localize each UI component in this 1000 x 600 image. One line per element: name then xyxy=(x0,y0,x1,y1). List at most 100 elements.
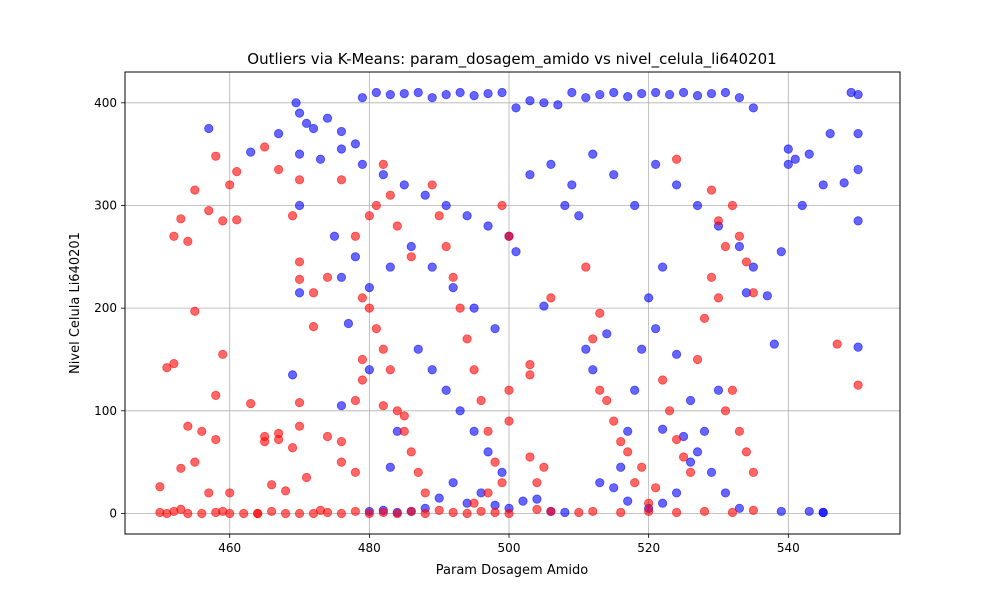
data-point-normal xyxy=(853,129,863,139)
data-point-outlier xyxy=(602,395,612,406)
data-point-normal xyxy=(539,98,549,108)
data-point-outlier xyxy=(748,505,758,515)
data-point-normal xyxy=(609,483,619,493)
data-point-normal xyxy=(588,365,598,375)
data-point-normal xyxy=(818,180,828,190)
data-point-outlier xyxy=(392,221,402,231)
data-point-outlier xyxy=(190,185,200,195)
data-point-normal xyxy=(560,200,570,211)
data-point-normal xyxy=(769,339,779,349)
data-point-outlier xyxy=(364,508,374,519)
data-point-outlier xyxy=(748,467,758,477)
data-point-outlier xyxy=(267,506,277,517)
data-point-outlier xyxy=(420,508,430,519)
data-point-outlier xyxy=(239,508,249,519)
data-point-normal xyxy=(581,344,591,354)
data-point-normal xyxy=(630,200,640,211)
data-point-outlier xyxy=(699,313,710,323)
data-point-outlier xyxy=(287,443,298,453)
data-point-normal xyxy=(818,507,828,518)
data-point-outlier xyxy=(623,447,633,457)
data-point-normal xyxy=(699,426,710,436)
x-axis-label: Param Dosagem Amido xyxy=(436,563,588,578)
data-point-outlier xyxy=(392,508,402,519)
data-point-normal xyxy=(343,318,354,329)
data-point-outlier xyxy=(588,506,598,517)
data-point-outlier xyxy=(211,434,221,445)
data-point-outlier xyxy=(434,505,444,515)
data-point-outlier xyxy=(664,406,675,416)
data-point-outlier xyxy=(448,272,458,282)
data-point-outlier xyxy=(399,411,409,421)
data-point-outlier xyxy=(678,452,689,462)
data-point-normal xyxy=(329,231,340,241)
data-point-outlier xyxy=(315,505,326,515)
data-point-outlier xyxy=(308,322,319,332)
data-point-outlier xyxy=(169,358,179,369)
data-point-outlier xyxy=(197,426,207,436)
data-point-outlier xyxy=(385,365,395,375)
data-point-normal xyxy=(658,424,668,434)
data-point-outlier xyxy=(378,159,388,169)
data-point-outlier xyxy=(378,507,388,518)
data-point-outlier xyxy=(183,421,193,431)
data-point-normal xyxy=(336,126,347,137)
data-point-normal xyxy=(671,488,682,498)
data-point-normal xyxy=(678,87,689,98)
data-point-normal xyxy=(469,426,479,436)
data-point-normal xyxy=(783,144,793,154)
data-point-normal xyxy=(797,200,807,211)
data-point-normal xyxy=(378,170,388,180)
data-point-outlier xyxy=(832,339,842,349)
data-point-outlier xyxy=(532,478,542,488)
data-point-normal xyxy=(706,88,717,99)
data-point-normal xyxy=(462,211,472,221)
data-point-outlier xyxy=(371,324,381,334)
data-point-outlier xyxy=(301,472,312,483)
data-point-normal xyxy=(720,488,731,498)
data-point-outlier xyxy=(364,303,374,313)
data-point-outlier xyxy=(385,190,395,200)
data-point-outlier xyxy=(294,274,305,284)
data-point-outlier xyxy=(336,508,347,519)
data-point-normal xyxy=(427,93,437,103)
data-point-outlier xyxy=(406,252,416,262)
data-point-normal xyxy=(546,159,556,169)
data-point-normal xyxy=(776,506,786,517)
data-point-normal xyxy=(825,129,835,139)
data-point-normal xyxy=(839,178,849,188)
data-point-normal xyxy=(364,365,374,375)
data-point-normal xyxy=(413,87,423,98)
data-point-normal xyxy=(322,113,333,123)
data-point-outlier xyxy=(260,142,270,152)
data-point-normal xyxy=(734,241,745,252)
data-point-outlier xyxy=(671,507,682,518)
data-point-outlier xyxy=(504,231,514,241)
data-point-outlier xyxy=(720,406,731,416)
data-point-normal xyxy=(532,494,542,504)
data-point-outlier xyxy=(218,216,228,226)
data-point-normal xyxy=(518,496,528,506)
data-point-outlier xyxy=(609,416,619,426)
data-point-normal xyxy=(294,149,305,159)
data-point-outlier xyxy=(350,395,361,406)
data-point-outlier xyxy=(169,231,179,241)
data-point-outlier xyxy=(294,421,305,431)
data-point-normal xyxy=(287,370,298,380)
data-point-normal xyxy=(623,496,633,506)
data-point-outlier xyxy=(692,354,703,365)
data-point-outlier xyxy=(294,175,305,185)
data-point-outlier xyxy=(595,385,605,395)
data-point-normal xyxy=(853,216,863,226)
data-point-outlier xyxy=(413,467,423,477)
data-point-normal xyxy=(748,262,758,272)
data-point-normal xyxy=(497,467,507,477)
data-point-normal xyxy=(651,324,661,334)
data-point-normal xyxy=(246,147,256,157)
data-point-outlier xyxy=(546,506,556,517)
data-point-normal xyxy=(385,262,395,272)
data-point-normal xyxy=(706,467,717,477)
data-point-normal xyxy=(790,154,800,164)
